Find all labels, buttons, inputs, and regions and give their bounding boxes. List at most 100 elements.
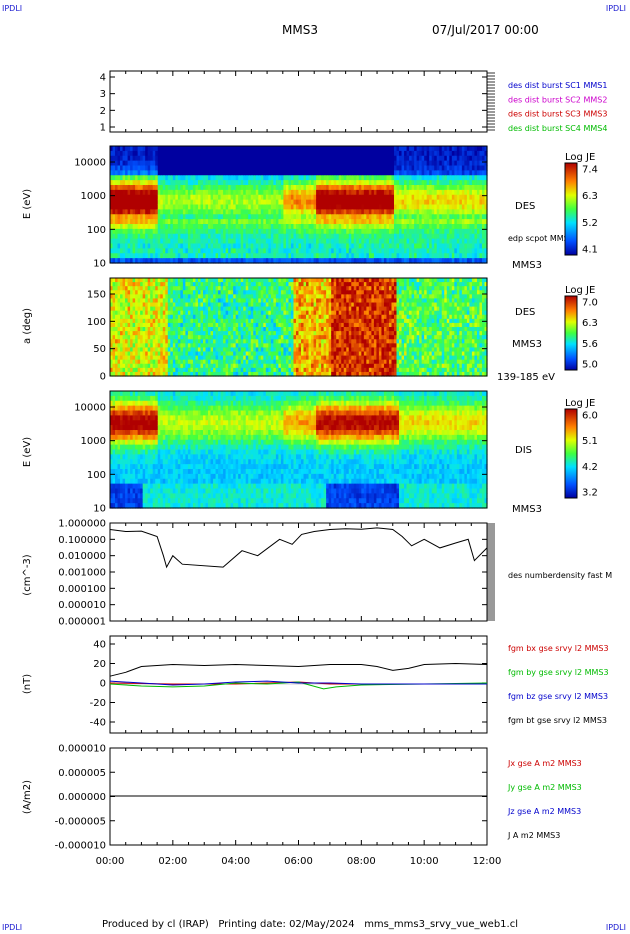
des-panel-cell [132, 238, 136, 245]
des-panel-cell [172, 189, 176, 196]
des-panel-cell [361, 233, 365, 240]
des-panel-cell [381, 258, 385, 264]
des-panel-cell [371, 180, 375, 186]
des-panel-cell [185, 214, 189, 220]
pa-panel-cell [187, 347, 192, 353]
des-panel-cell [421, 150, 425, 157]
des-panel-cell [484, 150, 488, 157]
des-panel-cell [112, 209, 116, 215]
des-panel-cell [439, 180, 443, 186]
pa-panel-cell [115, 327, 119, 332]
des-panel-cell [243, 238, 247, 245]
des-panel-cell [333, 258, 337, 264]
des-panel-cell [341, 204, 345, 210]
des-panel-cell [386, 258, 390, 264]
pa-panel-cell [210, 278, 214, 283]
pa-panel-cell [132, 351, 136, 357]
des-panel-cell [185, 209, 189, 215]
des-panel-cell [140, 214, 144, 220]
des-panel-cell [165, 219, 169, 225]
des-panel-cell [182, 199, 186, 206]
des-panel-cell [177, 238, 181, 245]
des-panel-cell [127, 204, 131, 210]
des-panel-cell [263, 170, 267, 176]
des-panel-cell [388, 170, 393, 176]
des-panel-cell [223, 155, 227, 162]
des-panel-cell [318, 180, 322, 186]
pa-panel-cell [220, 359, 224, 365]
des-panel-cell [306, 233, 310, 240]
des-panel-cell [391, 204, 395, 210]
des-panel-cell [406, 189, 410, 196]
des-panel-cell [396, 238, 400, 245]
des-panel-cell [411, 219, 415, 225]
pa-panel-cell [238, 290, 242, 295]
des-panel-cell [451, 189, 455, 196]
des-panel-cell [122, 248, 126, 254]
des-panel-cell [386, 185, 390, 191]
des-panel-cell [399, 204, 403, 210]
des-panel-cell [135, 146, 139, 152]
des-panel-cell [223, 185, 227, 191]
pa-panel-cell [177, 367, 181, 373]
des-panel-cell [248, 189, 252, 196]
des-panel-cell [293, 214, 297, 220]
des-panel-cell [152, 238, 156, 245]
des-panel-cell [220, 209, 224, 215]
des-panel-cell [383, 219, 388, 225]
pa-panel-cell [215, 278, 219, 283]
des-panel-cell [426, 204, 430, 210]
pa-panel-cell [172, 363, 176, 369]
des-panel-cell [160, 233, 164, 240]
des-panel-cell [348, 170, 352, 176]
des-panel-cell [411, 214, 415, 220]
des-panel-cell [301, 185, 305, 191]
des-panel-cell [356, 248, 360, 254]
des-panel-colorbar-tick-label: 5.2 [582, 218, 598, 229]
des-panel-cell [341, 180, 345, 186]
des-panel-cell [439, 243, 443, 249]
des-panel-cell [162, 199, 166, 206]
des-panel-cell [160, 180, 164, 186]
pa-panel-cell [223, 314, 227, 320]
des-panel-cell [446, 228, 450, 235]
pa-panel-cell [162, 347, 166, 353]
des-panel-cell [484, 165, 488, 171]
des-panel-cell [336, 228, 340, 235]
des-panel-ylabel: E (eV) [22, 189, 33, 219]
des-panel-cell [333, 175, 337, 181]
des-panel-cell [125, 170, 129, 176]
pa-panel-cell [140, 290, 144, 295]
des-panel-cell [351, 189, 355, 196]
des-panel-cell [117, 228, 121, 235]
des-panel-cell [326, 258, 330, 264]
des-panel-cell [404, 253, 408, 259]
pa-panel-cell [177, 322, 181, 328]
pa-panel-cell [243, 310, 247, 316]
des-panel-cell [112, 224, 116, 230]
des-panel-cell [122, 185, 126, 191]
des-panel-cell [404, 204, 408, 210]
des-panel-cell [469, 160, 473, 167]
des-panel-cell [406, 233, 410, 240]
des-panel-cell [421, 233, 425, 240]
pa-panel-cell [120, 302, 124, 308]
des-panel-cell [431, 214, 435, 220]
des-panel-cell [135, 189, 139, 196]
des-panel-cell [386, 199, 390, 206]
pa-panel-cell [157, 278, 161, 283]
pa-panel-cell [177, 294, 181, 300]
pa-panel-cell [208, 367, 212, 373]
des-panel-cell [263, 228, 267, 235]
des-panel-cell [479, 170, 483, 176]
des-panel-cell [346, 165, 350, 171]
des-panel-cell [313, 160, 317, 167]
des-panel-cell [130, 170, 134, 176]
pa-panel-cell [218, 335, 222, 340]
pa-panel-cell [233, 278, 237, 283]
des-panel-cell [431, 155, 435, 162]
des-panel-cell [270, 219, 274, 225]
des-panel-cell [454, 209, 458, 215]
des-panel-cell [419, 194, 423, 201]
des-panel-cell [175, 150, 179, 157]
